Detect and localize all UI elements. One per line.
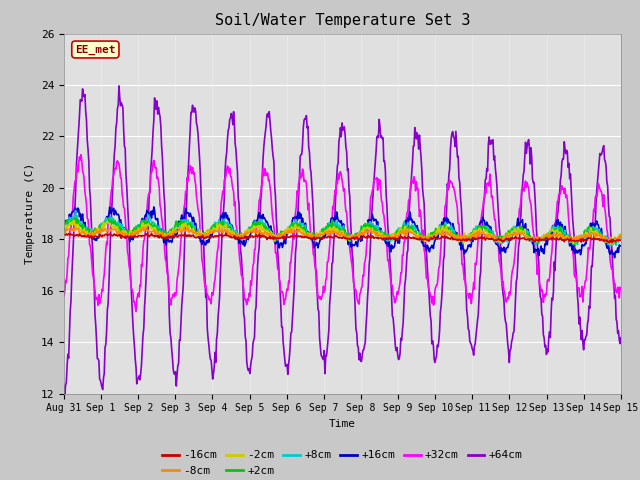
+32cm bbox=[70, 188, 78, 193]
-8cm bbox=[70, 228, 78, 234]
-8cm bbox=[428, 236, 435, 241]
+64cm bbox=[129, 321, 137, 327]
-2cm bbox=[617, 232, 625, 238]
+2cm bbox=[570, 241, 578, 247]
-16cm bbox=[617, 237, 625, 243]
+64cm bbox=[186, 142, 193, 148]
Line: +2cm: +2cm bbox=[64, 218, 621, 244]
-8cm bbox=[127, 232, 135, 238]
+64cm bbox=[61, 394, 68, 399]
+32cm bbox=[617, 287, 625, 292]
-16cm bbox=[184, 234, 192, 240]
+16cm bbox=[127, 236, 135, 242]
+2cm bbox=[70, 218, 78, 224]
-2cm bbox=[60, 224, 68, 229]
Legend: -16cm, -8cm, -2cm, +2cm, +8cm, +16cm, +32cm, +64cm: -16cm, -8cm, -2cm, +2cm, +8cm, +16cm, +3… bbox=[158, 446, 527, 480]
Line: +32cm: +32cm bbox=[64, 155, 621, 312]
+2cm bbox=[214, 220, 222, 226]
+2cm bbox=[105, 215, 113, 221]
Title: Soil/Water Temperature Set 3: Soil/Water Temperature Set 3 bbox=[214, 13, 470, 28]
-16cm bbox=[214, 233, 221, 239]
+16cm bbox=[214, 220, 222, 226]
+16cm bbox=[150, 204, 157, 210]
+8cm bbox=[617, 235, 625, 241]
Y-axis label: Temperature (C): Temperature (C) bbox=[25, 163, 35, 264]
-8cm bbox=[139, 225, 147, 230]
Text: EE_met: EE_met bbox=[75, 44, 116, 55]
-2cm bbox=[185, 223, 193, 228]
-16cm bbox=[70, 233, 78, 239]
-2cm bbox=[214, 226, 222, 232]
+32cm bbox=[412, 188, 419, 193]
+8cm bbox=[70, 215, 78, 221]
+32cm bbox=[215, 235, 223, 240]
+16cm bbox=[617, 243, 625, 249]
+8cm bbox=[411, 226, 419, 231]
-16cm bbox=[60, 232, 68, 238]
-8cm bbox=[185, 229, 193, 235]
-8cm bbox=[617, 233, 625, 239]
+8cm bbox=[606, 243, 614, 249]
+32cm bbox=[60, 293, 68, 299]
+8cm bbox=[185, 218, 193, 224]
+2cm bbox=[185, 220, 193, 226]
+2cm bbox=[617, 233, 625, 239]
Line: -2cm: -2cm bbox=[64, 220, 621, 244]
-8cm bbox=[214, 228, 222, 233]
+64cm bbox=[215, 304, 223, 310]
-8cm bbox=[606, 240, 614, 245]
+64cm bbox=[412, 129, 419, 135]
-16cm bbox=[428, 235, 435, 240]
+64cm bbox=[617, 335, 625, 341]
+8cm bbox=[214, 221, 222, 227]
-8cm bbox=[411, 232, 419, 238]
Line: +16cm: +16cm bbox=[64, 207, 621, 258]
+16cm bbox=[60, 228, 68, 234]
-2cm bbox=[128, 231, 136, 237]
-16cm bbox=[127, 234, 135, 240]
+64cm bbox=[115, 83, 123, 89]
+16cm bbox=[185, 211, 193, 216]
+16cm bbox=[70, 206, 78, 212]
+32cm bbox=[132, 309, 140, 314]
+32cm bbox=[77, 152, 85, 157]
-2cm bbox=[428, 237, 435, 242]
+16cm bbox=[411, 221, 419, 227]
+2cm bbox=[411, 229, 419, 235]
+8cm bbox=[428, 236, 435, 242]
+64cm bbox=[71, 208, 79, 214]
-16cm bbox=[609, 240, 616, 245]
-2cm bbox=[70, 217, 78, 223]
+16cm bbox=[611, 255, 618, 261]
+32cm bbox=[186, 170, 193, 176]
+32cm bbox=[128, 287, 136, 293]
-16cm bbox=[222, 230, 230, 236]
+8cm bbox=[72, 207, 79, 213]
+2cm bbox=[60, 225, 68, 230]
+2cm bbox=[428, 230, 435, 236]
+16cm bbox=[428, 245, 435, 251]
Line: +8cm: +8cm bbox=[64, 210, 621, 246]
-8cm bbox=[60, 228, 68, 234]
+64cm bbox=[60, 383, 68, 389]
-16cm bbox=[411, 235, 419, 240]
+32cm bbox=[428, 300, 436, 306]
-2cm bbox=[71, 221, 79, 227]
-2cm bbox=[607, 241, 614, 247]
Line: -16cm: -16cm bbox=[64, 233, 621, 242]
+8cm bbox=[128, 234, 136, 240]
Line: -8cm: -8cm bbox=[64, 228, 621, 242]
X-axis label: Time: Time bbox=[329, 419, 356, 429]
+2cm bbox=[128, 229, 136, 235]
+8cm bbox=[60, 228, 68, 233]
+64cm bbox=[428, 341, 436, 347]
-2cm bbox=[411, 231, 419, 237]
Line: +64cm: +64cm bbox=[64, 86, 621, 396]
